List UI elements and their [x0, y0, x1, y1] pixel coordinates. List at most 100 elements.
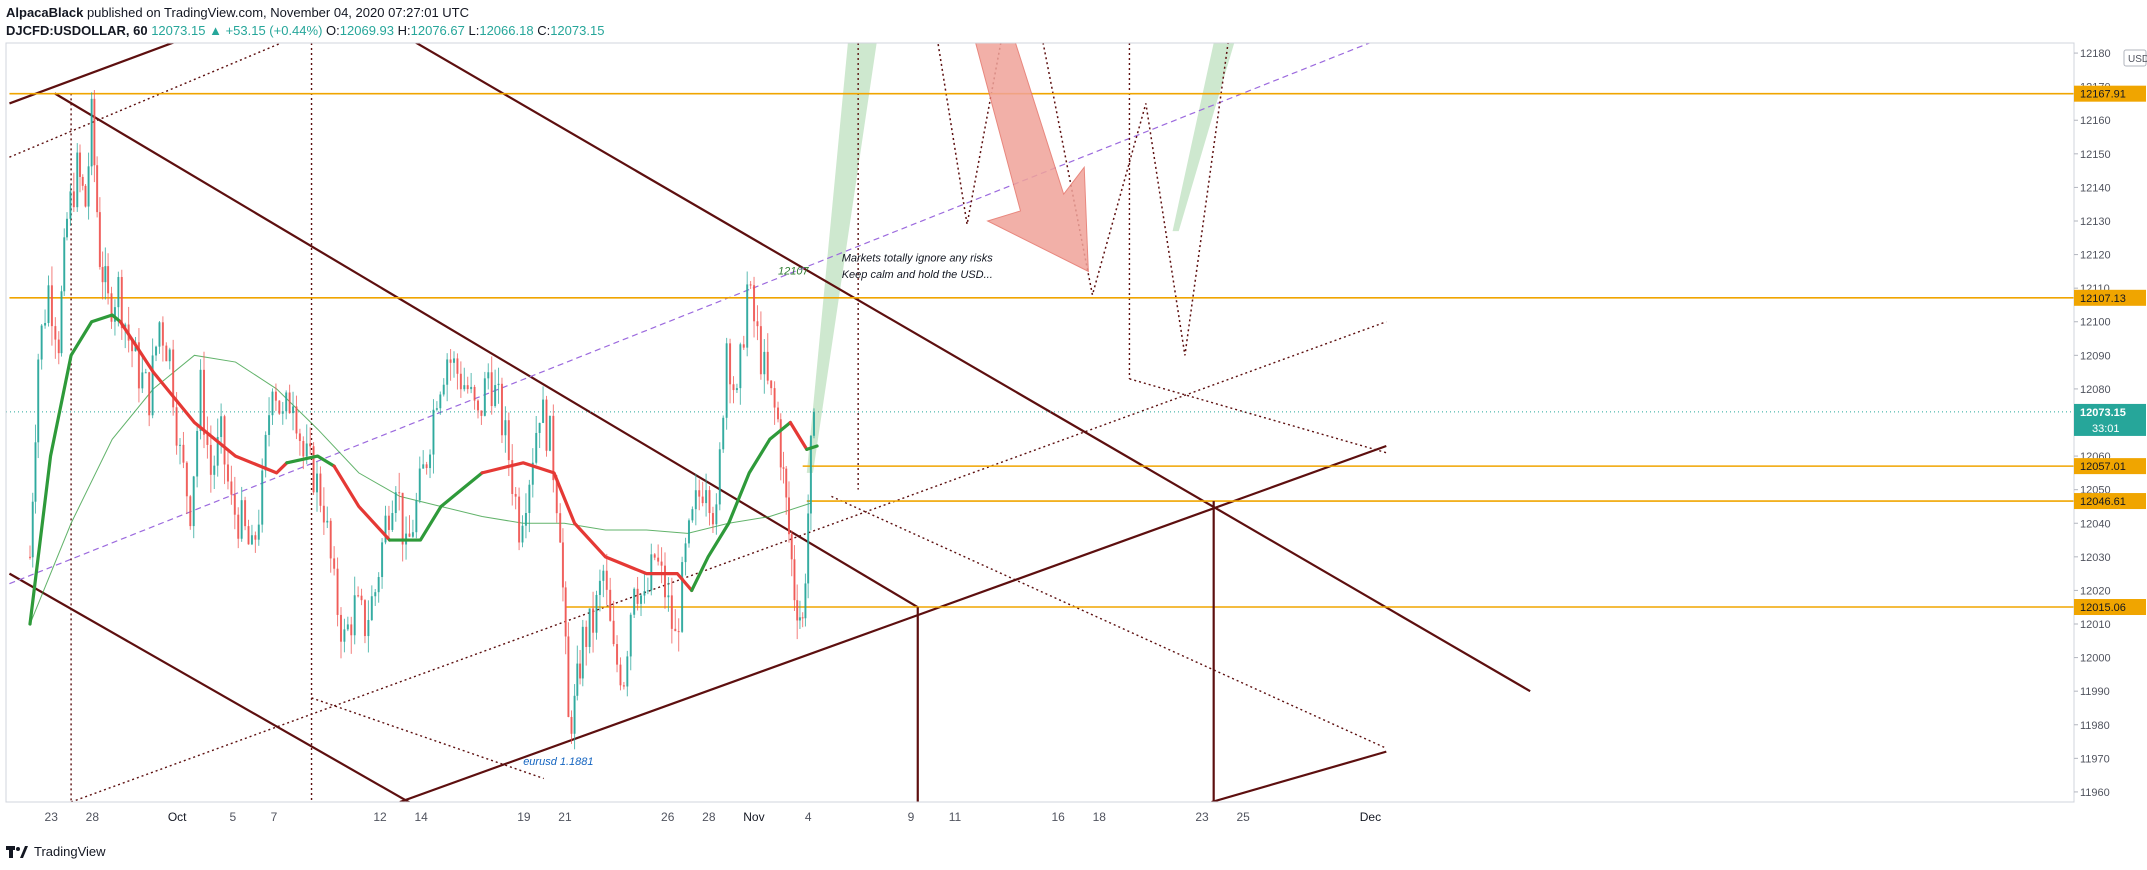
candle-body — [40, 325, 43, 360]
candle-body — [524, 513, 527, 526]
candle-body — [137, 342, 140, 389]
candle-body — [476, 400, 479, 411]
candle-body — [807, 513, 810, 584]
level-price-tag — [2074, 493, 2146, 510]
high-value: 12076.67 — [410, 23, 465, 38]
candle-body — [72, 191, 75, 208]
candle-body — [576, 663, 579, 696]
time-tick-label: 16 — [1052, 810, 1066, 824]
channel-line — [54, 92, 919, 609]
channel-line — [414, 43, 1531, 693]
candle-body — [69, 191, 72, 219]
candle-body — [640, 595, 643, 604]
publish-header: AlpacaBlack published on TradingView.com… — [6, 3, 469, 22]
candle-body — [336, 568, 339, 615]
candle-body — [793, 559, 796, 601]
candle-body — [725, 343, 728, 418]
candle-body — [646, 590, 649, 592]
candle-body — [363, 600, 366, 637]
candle-body — [206, 434, 209, 445]
candle-body — [298, 433, 301, 441]
candle-body — [240, 500, 243, 539]
candle-body — [531, 462, 534, 485]
candle-body — [309, 443, 312, 447]
candle-body — [161, 322, 164, 346]
candle-body — [708, 490, 711, 514]
projection-fan-right — [1172, 43, 1235, 232]
time-tick-label: 4 — [805, 810, 812, 824]
candle-body — [567, 636, 570, 717]
candle-body — [497, 383, 500, 386]
candle-body — [555, 480, 558, 514]
price-tick-label: 12040 — [2080, 518, 2111, 530]
candle-body — [528, 484, 531, 514]
candle-body — [418, 468, 421, 501]
candle-body — [179, 444, 182, 446]
candle-body — [182, 444, 185, 463]
candle-body — [446, 359, 449, 385]
time-tick-label: 12 — [373, 810, 387, 824]
candle-body — [47, 285, 50, 324]
author-name[interactable]: AlpacaBlack — [6, 5, 84, 20]
fast-ema-line — [480, 461, 694, 593]
candle-body — [809, 435, 812, 514]
candle-body — [636, 588, 639, 604]
candle-body — [619, 664, 622, 686]
fast-ema-line — [332, 464, 392, 542]
change-value: +53.15 (+0.44%) — [225, 23, 323, 38]
candle-body — [653, 554, 656, 558]
candle-body — [384, 515, 387, 543]
candle-body — [322, 505, 325, 523]
currency-badge — [2123, 49, 2147, 67]
last-price-tag — [2074, 403, 2146, 436]
candle-body — [425, 464, 428, 469]
candle-body — [60, 291, 63, 354]
candle-body — [394, 492, 397, 514]
candle-body — [681, 562, 684, 632]
candle-body — [626, 656, 629, 687]
candle-body — [722, 417, 725, 450]
level-price-label: 12107.13 — [2080, 293, 2126, 305]
symbol-name[interactable]: DJCFD:USDOLLAR, 60 — [6, 23, 148, 38]
dashed-trendline — [9, 43, 1372, 585]
candle-body — [244, 500, 247, 527]
candle-body — [777, 407, 780, 420]
candle-body — [785, 468, 788, 498]
candle-body — [31, 501, 34, 558]
candle-body — [333, 558, 336, 569]
time-tick-label: 5 — [230, 810, 237, 824]
candle-body — [435, 408, 438, 410]
candle-body — [459, 373, 462, 390]
candle-body — [381, 542, 384, 578]
candle-body — [749, 284, 752, 286]
candle-body — [398, 492, 401, 494]
footer-brand[interactable]: TradingView — [6, 842, 106, 862]
projection-fan — [806, 43, 877, 473]
candle-body — [319, 473, 322, 506]
candle-body — [346, 624, 349, 630]
candle-body — [120, 277, 123, 329]
slow-ema-line — [29, 354, 812, 625]
chart-annotation: Markets totally ignore any risks — [842, 252, 993, 264]
price-tick-label: 12030 — [2080, 552, 2111, 564]
candle-body — [172, 349, 175, 408]
price-tick-label: 12180 — [2080, 48, 2111, 60]
candle-body — [677, 631, 680, 633]
candle-body — [812, 411, 815, 436]
candle-body — [264, 434, 267, 471]
dotted-channel-line — [9, 43, 283, 158]
candle-body — [34, 442, 37, 502]
candle-body — [305, 443, 308, 457]
candle-body — [329, 520, 332, 559]
price-tick-label: 12000 — [2080, 653, 2111, 665]
level-price-tag — [2074, 289, 2146, 306]
time-tick-label: 11 — [949, 810, 962, 824]
candle-body — [155, 346, 158, 356]
candle-body — [271, 391, 274, 416]
candle-body — [456, 358, 459, 374]
time-tick-label: Nov — [743, 810, 764, 824]
level-price-tag — [2074, 599, 2146, 616]
candle-body — [480, 410, 483, 416]
candle-body — [76, 152, 79, 208]
